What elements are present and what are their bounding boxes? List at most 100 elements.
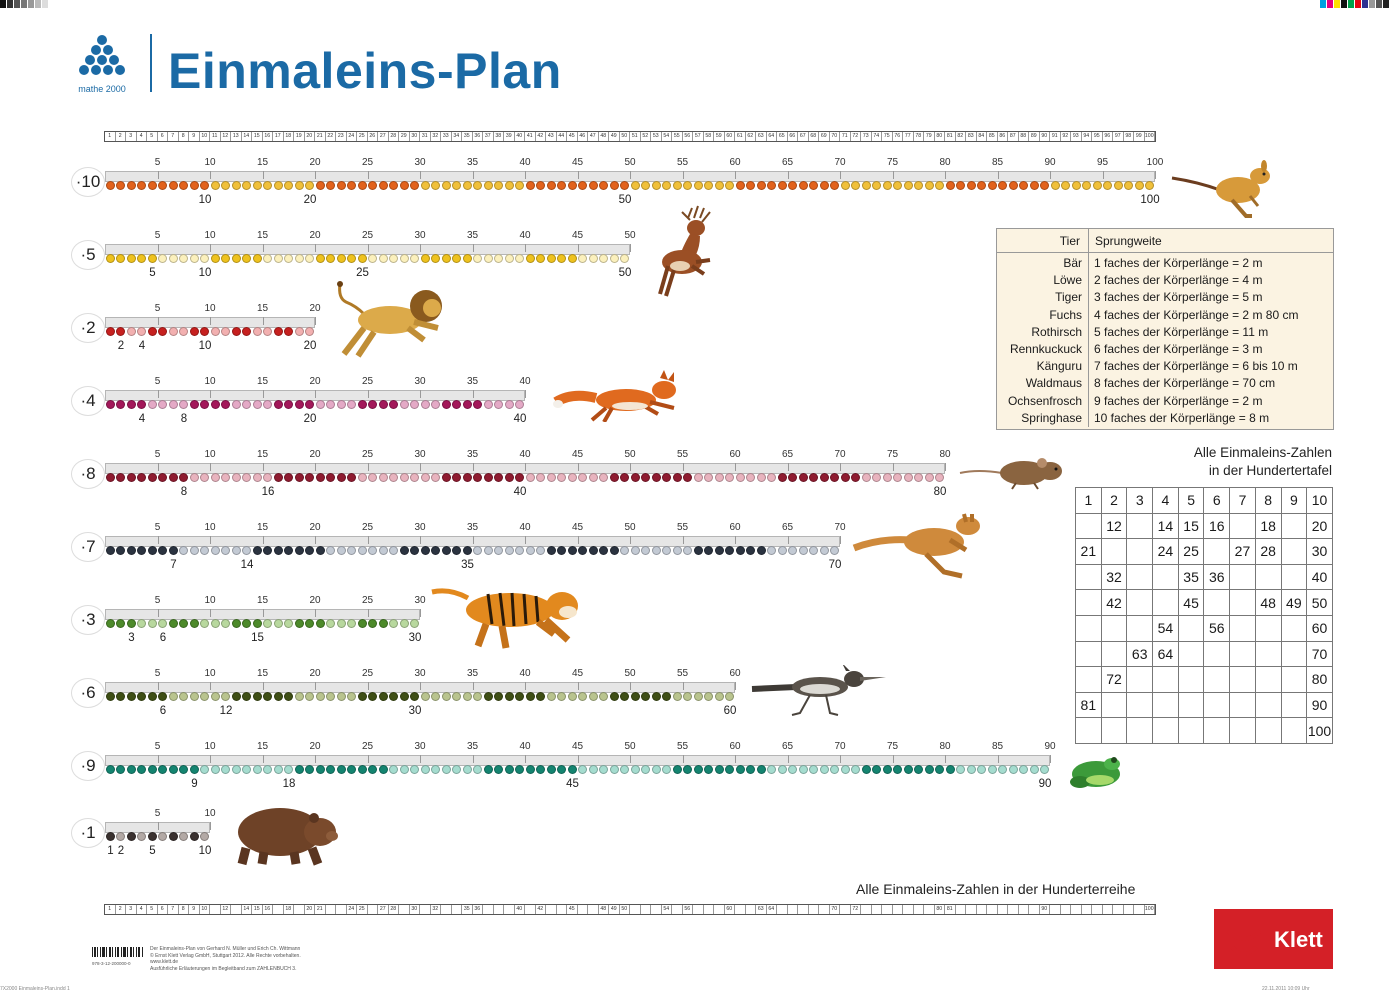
top-strip-cell: 60 (725, 132, 735, 141)
row-tick (787, 171, 789, 179)
bead (1103, 181, 1113, 190)
bead (1019, 181, 1029, 190)
top-strip-cell: 12 (221, 132, 231, 141)
bottom-strip-cell: 30 (410, 905, 420, 914)
bead (830, 765, 840, 774)
row-tick (840, 755, 841, 763)
hundred-board-cell: 6 (1203, 487, 1231, 514)
bottom-strip-cell (966, 905, 977, 914)
bead (326, 400, 336, 409)
bead (389, 765, 399, 774)
top-strip-cell: 82 (956, 132, 966, 141)
row-top-tick-label: 20 (309, 522, 321, 533)
jump-table-animal: Rennkuckuck (1009, 341, 1082, 356)
hundred-board-cell: 56 (1203, 614, 1231, 642)
row-top-tick-label: 10 (204, 595, 216, 606)
fox-icon (553, 370, 676, 422)
bead (242, 400, 252, 409)
bottom-strip-cell: 48 (599, 905, 609, 914)
bead (798, 765, 808, 774)
bead (714, 692, 724, 701)
row-top-tick-label: 10 (204, 157, 216, 168)
top-strip-cell: 35 (462, 132, 473, 141)
row-bottom-multiple-label: 25 (356, 267, 369, 279)
top-strip-cell: 6 (158, 132, 168, 141)
jump-table-animal-column: Bär Löwe Tiger Fuchs Rothirsch Rennkuckuck Kän… (997, 253, 1089, 427)
bead (462, 181, 472, 190)
row-tick (420, 682, 421, 690)
bottom-strip-cell: 18 (284, 905, 294, 914)
bead (546, 181, 556, 190)
bottom-strip-cell (326, 905, 336, 914)
hundred-board-cell: 3 (1126, 487, 1154, 514)
bottom-strip-cell: 81 (945, 905, 956, 914)
bead (536, 473, 546, 482)
bead (399, 254, 409, 263)
bead (294, 765, 304, 774)
bead (452, 765, 462, 774)
bead (399, 546, 409, 555)
top-strip-cell: 10 (200, 132, 210, 141)
bead (242, 692, 252, 701)
imprint-right: 22.11.2011 10:09 Uhr (1262, 986, 1310, 992)
bead (515, 473, 525, 482)
top-strip-cell: 44 (557, 132, 567, 141)
top-strip-cell: 97 (1113, 132, 1124, 141)
bottom-strip-cell (872, 905, 882, 914)
row-label-times-8: ·8 (71, 459, 105, 489)
bead (315, 546, 325, 555)
hundred-board-cell (1152, 717, 1179, 744)
bead (336, 400, 346, 409)
bead (504, 546, 514, 555)
bead (242, 181, 252, 190)
bead (1029, 765, 1039, 774)
bead (420, 181, 430, 190)
row-bottom-multiple-label: 14 (240, 559, 254, 571)
bead (620, 254, 630, 263)
bead (389, 473, 399, 482)
row-top-tick-label: 15 (256, 230, 269, 241)
hundred-board-row: 72 80 (1075, 666, 1333, 693)
bead (231, 327, 241, 336)
jump-table-animal: Löwe (1053, 273, 1082, 288)
bead (315, 765, 325, 774)
bead (305, 619, 315, 628)
hundred-board-cell: 42 (1100, 589, 1128, 616)
bead (777, 473, 787, 482)
bead (116, 327, 126, 336)
bottom-strip-cell: 36 (473, 905, 483, 914)
row-tick (262, 171, 264, 179)
row-tick (367, 609, 369, 617)
bead (200, 765, 210, 774)
logo-text: mathe 2000 (78, 84, 126, 94)
hundred-board-cell: 50 (1306, 589, 1333, 616)
row-top-tick-label: 10 (204, 522, 216, 533)
bead (263, 473, 273, 482)
bead (452, 181, 462, 190)
hundred-board-cell (1229, 563, 1256, 591)
top-strip-cell: 21 (315, 132, 326, 141)
top-strip-cell: 34 (452, 132, 462, 141)
bead (515, 765, 525, 774)
bead (284, 546, 294, 555)
bottom-strip-cell (903, 905, 914, 914)
bead (263, 327, 273, 336)
top-strip-cell: 13 (231, 132, 242, 141)
row-top-tick-label: 80 (939, 157, 951, 168)
row-tick (787, 536, 789, 544)
bead (273, 473, 283, 482)
row-tick (420, 244, 421, 252)
hundred-board-row: 100 (1075, 717, 1333, 744)
row-tick (262, 244, 264, 252)
bead (116, 400, 126, 409)
bead (935, 473, 945, 482)
bead (179, 473, 189, 482)
row-tick (420, 609, 421, 617)
bottom-strip-cell (441, 905, 452, 914)
bead (116, 473, 126, 482)
bead (557, 473, 567, 482)
bead (494, 765, 504, 774)
row-top-tick-label: 10 (204, 303, 216, 314)
bead (147, 327, 157, 336)
